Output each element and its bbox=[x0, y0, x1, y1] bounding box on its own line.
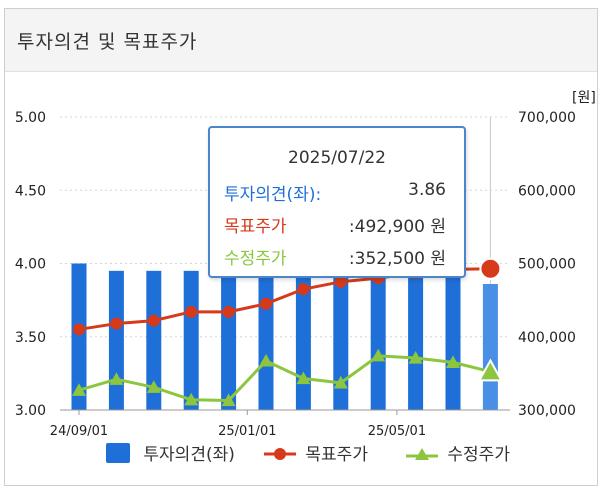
opinion-bar bbox=[221, 270, 237, 410]
opinion-bar bbox=[333, 270, 349, 410]
y-left-tick-label: 4.50 bbox=[15, 183, 46, 199]
legend-label: 목표주가 bbox=[305, 445, 368, 465]
y-right-tick-label: 300,000 bbox=[518, 403, 576, 419]
tooltip-date: 2025/07/22 bbox=[288, 148, 386, 168]
adjusted-price-point bbox=[146, 380, 161, 393]
legend-label: 투자의견(좌) bbox=[143, 445, 235, 465]
chart-tooltip: 2025/07/22 투자의견(좌): 3.86 목표주가 :492,900 원… bbox=[208, 126, 466, 278]
opinion-bar bbox=[108, 270, 124, 410]
legend-item-target[interactable]: 목표주가 bbox=[264, 440, 368, 465]
y-left-tick-label: 4.00 bbox=[15, 257, 46, 273]
adjusted-price-point bbox=[184, 392, 199, 406]
y-right-tick-label: 600,000 bbox=[518, 183, 576, 199]
tooltip-value: 3.86 bbox=[408, 180, 446, 200]
adjusted-price-point bbox=[408, 350, 423, 364]
tooltip-label: 투자의견(좌): bbox=[224, 185, 322, 205]
x-tick-label: 25/01/01 bbox=[218, 424, 276, 439]
opinion-bar bbox=[370, 270, 386, 410]
adjusted-price-point bbox=[72, 383, 86, 396]
target-price-point bbox=[73, 323, 85, 336]
tooltip-value: :492,900 원 bbox=[348, 217, 446, 237]
opinion-bar bbox=[71, 263, 87, 410]
opinion-bar bbox=[258, 270, 274, 410]
adjusted-price-point bbox=[333, 375, 348, 389]
tooltip-label: 목표주가 bbox=[224, 217, 287, 237]
panel-title: 투자의견 및 목표주가 bbox=[17, 31, 198, 53]
legend-label: 수정주가 bbox=[447, 445, 510, 465]
tooltip-label: 수정주가 bbox=[224, 249, 287, 269]
y-left-tick-label: 3.50 bbox=[15, 330, 46, 346]
y-right-tick-label: 700,000 bbox=[518, 110, 576, 126]
legend-swatch-line-dot-icon bbox=[264, 448, 296, 460]
y-right-tick-label: 400,000 bbox=[518, 330, 576, 346]
target-price-point bbox=[260, 297, 272, 310]
target-price-point bbox=[110, 317, 123, 330]
tooltip-value: :352,500 원 bbox=[348, 249, 446, 269]
legend-swatch-bar-icon bbox=[106, 443, 130, 463]
y-right-tick-label: 500,000 bbox=[518, 257, 576, 273]
target-price-point bbox=[297, 283, 310, 296]
target-price-point bbox=[185, 305, 198, 318]
adjusted-price-point bbox=[477, 358, 504, 382]
y-left-tick-label: 3.00 bbox=[15, 403, 46, 419]
adjusted-price-point bbox=[446, 355, 460, 368]
opinion-bar bbox=[445, 270, 461, 410]
adjusted-price-point bbox=[259, 353, 273, 367]
x-tick-label: 24/09/01 bbox=[50, 424, 108, 439]
target-price-point bbox=[334, 275, 347, 288]
x-tick-label: 25/05/01 bbox=[368, 424, 426, 439]
y-right-unit: [원] bbox=[572, 90, 596, 106]
opinion-bar bbox=[183, 270, 199, 410]
adjusted-price-line bbox=[78, 354, 491, 402]
opinion-bar bbox=[408, 270, 424, 410]
target-price-point bbox=[479, 257, 502, 280]
adjusted-price-point bbox=[221, 393, 236, 407]
legend-item-opinion[interactable]: 투자의견(좌) bbox=[106, 440, 235, 465]
legend-item-adjusted[interactable]: 수정주가 bbox=[406, 440, 510, 465]
panel-header: 투자의견 및 목표주가 bbox=[5, 9, 597, 72]
opinion-bar bbox=[146, 270, 162, 410]
adjusted-price-point bbox=[371, 348, 386, 362]
target-price-point bbox=[222, 305, 235, 318]
opinion-bar bbox=[482, 284, 498, 410]
y-left-tick-label: 5.00 bbox=[15, 110, 46, 126]
target-price-point bbox=[147, 314, 160, 327]
adjusted-price-point bbox=[296, 371, 311, 385]
adjusted-price-point bbox=[109, 372, 124, 385]
legend-swatch-line-triangle-icon bbox=[406, 448, 438, 460]
